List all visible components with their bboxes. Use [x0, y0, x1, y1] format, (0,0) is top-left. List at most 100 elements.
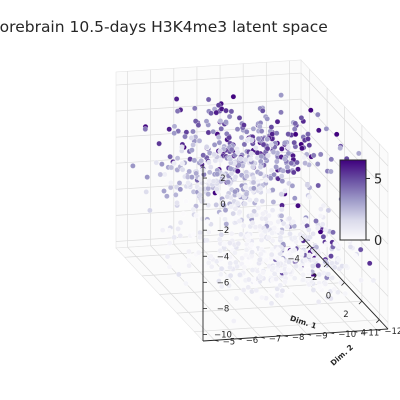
data-point — [306, 194, 313, 200]
x-tick-mark — [341, 282, 345, 286]
data-point — [239, 255, 245, 261]
data-point — [245, 284, 251, 291]
y-axis-label: Dim. 2 — [329, 343, 355, 368]
data-point — [241, 264, 248, 271]
data-point — [294, 159, 300, 166]
data-point — [238, 134, 245, 141]
data-point — [176, 271, 182, 278]
data-point — [227, 165, 234, 172]
data-point — [199, 216, 206, 222]
data-point — [274, 158, 280, 165]
data-point — [249, 137, 255, 143]
data-point — [316, 127, 322, 134]
data-point — [226, 113, 233, 120]
data-point — [331, 286, 338, 292]
data-point — [166, 227, 173, 234]
colorbar-gradient — [339, 159, 367, 241]
data-point — [240, 222, 247, 229]
data-point — [210, 128, 216, 135]
y-tick-label: −8 — [292, 333, 305, 343]
data-point — [269, 207, 276, 213]
data-point — [273, 276, 279, 282]
data-point — [235, 149, 241, 155]
data-point — [270, 149, 277, 155]
data-point — [208, 253, 214, 259]
data-point — [233, 259, 239, 266]
x-tick-mark — [306, 245, 310, 249]
data-point — [275, 218, 281, 225]
data-point — [223, 119, 229, 125]
data-point — [235, 240, 242, 247]
data-point — [249, 267, 256, 273]
data-point — [159, 161, 165, 167]
data-point — [173, 96, 180, 102]
data-point — [208, 164, 214, 170]
data-point — [347, 244, 354, 250]
z-tick-label: −6 — [217, 278, 230, 288]
data-point — [186, 248, 192, 255]
data-point — [204, 237, 210, 244]
data-point — [248, 150, 255, 157]
data-point — [236, 115, 243, 121]
data-point — [267, 288, 274, 295]
y-tick-label: −10 — [338, 330, 356, 340]
z-tick-label: 0 — [220, 200, 225, 210]
data-point — [292, 120, 299, 127]
data-point — [282, 140, 288, 146]
data-point — [232, 249, 238, 256]
data-point — [284, 223, 290, 230]
data-point — [279, 178, 286, 184]
data-point — [197, 192, 203, 198]
data-point — [299, 145, 305, 152]
data-point — [174, 200, 180, 206]
data-point — [253, 197, 260, 203]
data-point — [270, 265, 276, 271]
data-point — [226, 134, 232, 141]
data-point — [189, 174, 195, 180]
data-point — [266, 234, 272, 241]
data-point — [205, 202, 212, 208]
y-tick-label: −9 — [315, 331, 328, 341]
data-point — [235, 168, 241, 174]
data-point — [179, 166, 186, 173]
data-point — [166, 126, 172, 132]
data-point — [230, 210, 236, 217]
data-point — [268, 124, 275, 130]
data-point — [258, 251, 264, 257]
data-point — [168, 164, 175, 171]
data-point — [310, 247, 317, 254]
data-point — [174, 155, 181, 161]
data-point — [142, 126, 149, 132]
data-point — [302, 257, 309, 264]
data-point — [227, 272, 234, 279]
x-tick-label: 2 — [343, 310, 348, 320]
data-point — [241, 122, 247, 128]
data-point — [289, 183, 296, 189]
y-tick-mark — [214, 339, 219, 342]
z-tick-label: −2 — [217, 226, 230, 236]
data-point — [247, 197, 253, 203]
data-point — [307, 234, 313, 240]
data-point — [263, 257, 270, 264]
data-point — [251, 185, 257, 192]
data-point — [238, 156, 244, 162]
data-point — [206, 159, 212, 166]
data-point — [243, 173, 250, 179]
gridline-y-floor — [219, 241, 308, 335]
y-tick-mark — [237, 338, 242, 341]
data-point — [180, 210, 187, 217]
data-point — [227, 254, 233, 260]
data-point — [147, 207, 153, 214]
data-point — [227, 156, 233, 162]
data-point — [330, 229, 336, 236]
data-point — [285, 144, 292, 151]
data-point — [243, 246, 250, 253]
data-point — [258, 128, 265, 134]
data-point — [280, 168, 286, 174]
data-point — [257, 170, 264, 177]
data-point — [305, 267, 311, 273]
data-point — [304, 262, 310, 268]
data-point — [358, 277, 364, 283]
data-point — [314, 161, 321, 167]
y-tick-mark — [353, 330, 358, 333]
